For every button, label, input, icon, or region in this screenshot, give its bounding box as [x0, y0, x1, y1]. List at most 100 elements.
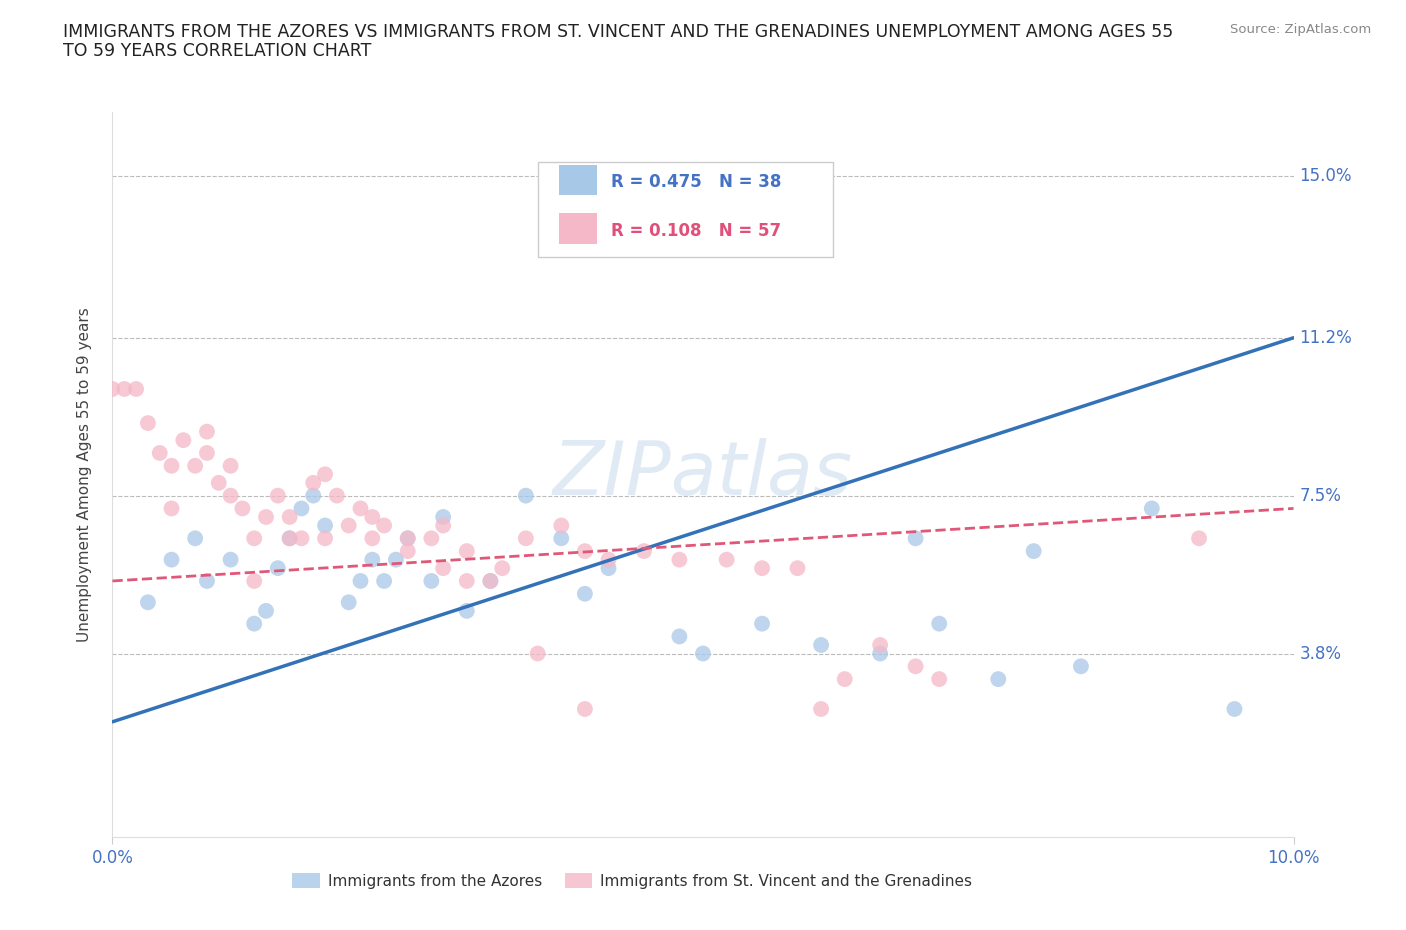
Point: [160, 501, 183, 516]
Point: [668, 629, 690, 644]
Point: [184, 531, 207, 546]
Point: [302, 475, 325, 490]
Point: [420, 574, 443, 589]
Point: [1140, 501, 1163, 516]
Point: [432, 510, 454, 525]
Point: [598, 552, 620, 567]
Point: [337, 518, 360, 533]
Point: [302, 488, 325, 503]
Point: [456, 544, 478, 559]
Point: [195, 445, 218, 460]
Point: [1070, 658, 1092, 673]
Point: [361, 531, 384, 546]
Point: [432, 518, 454, 533]
Point: [692, 646, 714, 661]
Point: [267, 488, 290, 503]
Point: [136, 595, 159, 610]
Text: R = 0.475   N = 38: R = 0.475 N = 38: [610, 173, 782, 191]
Point: [515, 488, 537, 503]
Point: [385, 552, 408, 567]
Point: [195, 574, 218, 589]
Point: [1188, 531, 1211, 546]
Point: [160, 552, 183, 567]
Point: [278, 510, 301, 525]
Point: [278, 531, 301, 546]
Point: [373, 574, 395, 589]
Point: [219, 552, 242, 567]
Point: [314, 531, 336, 546]
Point: [243, 574, 266, 589]
Point: [314, 467, 336, 482]
Point: [810, 701, 832, 716]
Text: 7.5%: 7.5%: [1299, 486, 1341, 505]
Legend: Immigrants from the Azores, Immigrants from St. Vincent and the Grenadines: Immigrants from the Azores, Immigrants f…: [287, 867, 979, 895]
Point: [243, 531, 266, 546]
Point: [479, 574, 502, 589]
Point: [149, 445, 172, 460]
Point: [904, 658, 927, 673]
Point: [396, 531, 419, 546]
Point: [290, 501, 312, 516]
Point: [254, 604, 277, 618]
Point: [869, 646, 891, 661]
Point: [810, 638, 832, 653]
Point: [574, 586, 596, 601]
Point: [349, 574, 371, 589]
Point: [172, 432, 194, 447]
Point: [254, 510, 277, 525]
Point: [668, 552, 690, 567]
Point: [432, 561, 454, 576]
Point: [928, 617, 950, 631]
Point: [208, 475, 231, 490]
Point: [278, 531, 301, 546]
Point: [231, 501, 253, 516]
Point: [243, 617, 266, 631]
Point: [834, 671, 856, 686]
Point: [456, 574, 478, 589]
Point: [195, 424, 218, 439]
Point: [751, 561, 773, 576]
Point: [526, 646, 548, 661]
FancyBboxPatch shape: [537, 163, 832, 257]
Bar: [560, 165, 596, 195]
Point: [1223, 701, 1246, 716]
Point: [112, 381, 135, 396]
Point: [869, 638, 891, 653]
Point: [574, 701, 596, 716]
Text: TO 59 YEARS CORRELATION CHART: TO 59 YEARS CORRELATION CHART: [63, 42, 371, 60]
Text: IMMIGRANTS FROM THE AZORES VS IMMIGRANTS FROM ST. VINCENT AND THE GRENADINES UNE: IMMIGRANTS FROM THE AZORES VS IMMIGRANTS…: [63, 23, 1174, 41]
Point: [396, 531, 419, 546]
Point: [479, 574, 502, 589]
Point: [349, 501, 371, 516]
Y-axis label: Unemployment Among Ages 55 to 59 years: Unemployment Among Ages 55 to 59 years: [77, 307, 91, 642]
Text: 3.8%: 3.8%: [1299, 644, 1341, 662]
Point: [219, 458, 242, 473]
Point: [361, 510, 384, 525]
Point: [786, 561, 808, 576]
Point: [928, 671, 950, 686]
Point: [290, 531, 312, 546]
Point: [326, 488, 349, 503]
Point: [1022, 544, 1045, 559]
Text: 11.2%: 11.2%: [1299, 328, 1353, 347]
Point: [219, 488, 242, 503]
Point: [987, 671, 1010, 686]
Point: [751, 617, 773, 631]
Point: [904, 531, 927, 546]
Point: [361, 552, 384, 567]
Point: [160, 458, 183, 473]
Point: [716, 552, 738, 567]
Point: [491, 561, 513, 576]
Point: [420, 531, 443, 546]
Point: [598, 561, 620, 576]
Point: [373, 518, 395, 533]
Point: [125, 381, 148, 396]
Point: [267, 561, 290, 576]
Text: R = 0.108   N = 57: R = 0.108 N = 57: [610, 221, 780, 240]
Point: [550, 518, 572, 533]
Text: Source: ZipAtlas.com: Source: ZipAtlas.com: [1230, 23, 1371, 36]
Point: [456, 604, 478, 618]
Point: [396, 544, 419, 559]
Point: [101, 381, 124, 396]
Bar: [560, 214, 596, 244]
